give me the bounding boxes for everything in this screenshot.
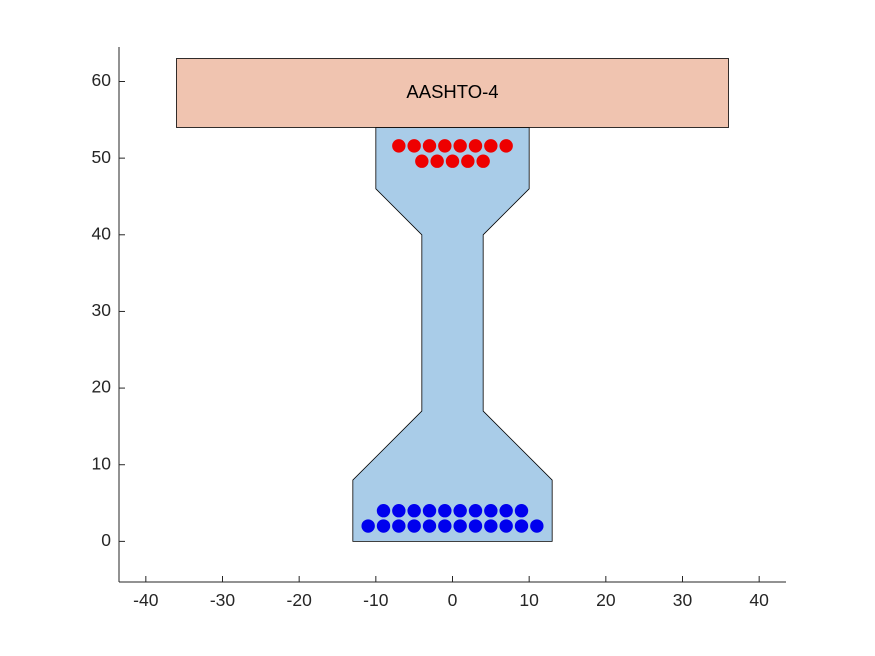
x-tick-label: -20 <box>287 590 313 610</box>
axes: -40 -30 -20 -10 0 10 20 30 40 0 10 20 30 40 50 60 <box>92 47 786 610</box>
strand-points <box>361 139 544 533</box>
strand-point <box>453 139 467 153</box>
strand-point <box>499 504 513 518</box>
strand-point <box>530 519 544 533</box>
strand-point <box>438 139 452 153</box>
y-tick-label: 10 <box>92 453 112 473</box>
strand-point <box>468 139 483 153</box>
y-tick-label: 40 <box>92 223 112 243</box>
x-tick-label: -10 <box>363 590 389 610</box>
y-tick-label: 50 <box>92 147 112 167</box>
strand-point <box>407 519 421 533</box>
strand-point <box>476 154 490 168</box>
x-tick-label: 20 <box>596 590 616 610</box>
strand-point <box>430 154 444 168</box>
strand-point <box>422 504 437 518</box>
strand-point <box>468 519 483 533</box>
plot-area: AASHTO-4 <box>176 58 729 542</box>
x-tick-label: -40 <box>133 590 159 610</box>
strand-point <box>484 139 498 153</box>
strand-point <box>392 504 406 518</box>
strand-point <box>453 519 467 533</box>
strand-point <box>392 519 406 533</box>
x-tick-label: 40 <box>749 590 769 610</box>
y-tick-label: 20 <box>92 377 112 397</box>
strand-point <box>438 519 452 533</box>
strand-point <box>484 504 498 518</box>
strand-point <box>422 519 437 533</box>
strand-point <box>453 504 467 518</box>
strand-point <box>376 504 391 518</box>
x-tick-label: 10 <box>519 590 539 610</box>
strand-point <box>392 139 406 153</box>
y-tick-label: 0 <box>101 530 111 550</box>
strand-point <box>484 519 498 533</box>
strand-point <box>499 139 513 153</box>
strand-point <box>422 139 437 153</box>
x-tick-label: -30 <box>210 590 236 610</box>
strand-point <box>407 139 421 153</box>
strand-point <box>468 504 483 518</box>
strand-point <box>407 504 421 518</box>
strand-point <box>514 504 529 518</box>
strand-point <box>461 154 475 168</box>
girder-cross-section <box>352 127 553 542</box>
strand-point <box>445 154 460 168</box>
y-tick-label: 60 <box>92 70 112 90</box>
strand-point <box>376 519 391 533</box>
strand-point <box>415 154 429 168</box>
slab-label: AASHTO-4 <box>406 81 498 102</box>
strand-point <box>499 519 513 533</box>
strand-point <box>438 504 452 518</box>
strand-point <box>361 519 375 533</box>
strand-point <box>514 519 529 533</box>
y-tick-label: 30 <box>92 300 112 320</box>
deck-slab <box>176 58 729 128</box>
x-tick-label: 0 <box>448 590 458 610</box>
x-tick-label: 30 <box>673 590 693 610</box>
